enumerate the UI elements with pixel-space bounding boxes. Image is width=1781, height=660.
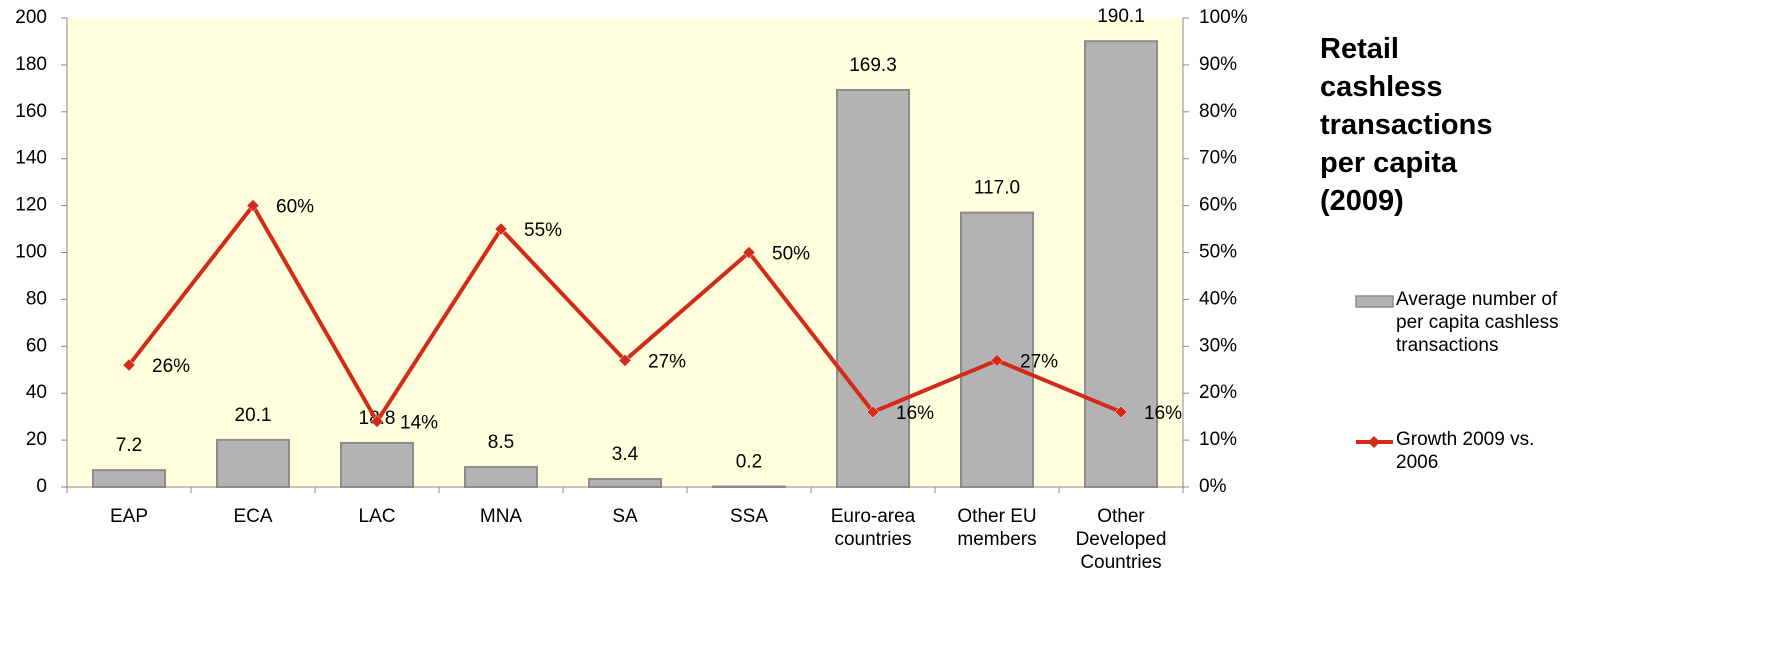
line-value-label: 26% bbox=[152, 356, 190, 377]
x-tick-label: MNA bbox=[479, 506, 523, 527]
bar-value-label: 8.5 bbox=[488, 432, 514, 453]
y2-tick-label: 100% bbox=[1199, 7, 1248, 28]
line-marker bbox=[122, 358, 136, 372]
x-tick-label: Euro-area countries bbox=[830, 506, 916, 550]
y-tick-label: 100 bbox=[15, 242, 47, 263]
y-tick-label: 140 bbox=[15, 148, 47, 169]
bar bbox=[340, 441, 414, 488]
y2-tick-label: 70% bbox=[1199, 148, 1237, 169]
y-tick-label: 200 bbox=[15, 7, 47, 28]
line-value-label: 27% bbox=[648, 351, 686, 372]
bar-value-label: 3.4 bbox=[612, 444, 639, 465]
bar-value-label: 169.3 bbox=[849, 55, 897, 76]
line-marker bbox=[1114, 405, 1128, 419]
y-tick-label: 20 bbox=[26, 429, 47, 450]
bar bbox=[836, 88, 910, 489]
y-tick-label: 60 bbox=[26, 335, 47, 356]
line-value-label: 16% bbox=[1144, 403, 1182, 424]
legend-label: Average number of per capita cashless tr… bbox=[1396, 289, 1559, 356]
chart-title: Retail cashless transactions per capita … bbox=[1320, 33, 1493, 217]
y-tick-label: 80 bbox=[26, 288, 47, 309]
line-marker bbox=[866, 405, 880, 419]
bar bbox=[588, 478, 662, 489]
line-value-label: 50% bbox=[772, 244, 810, 265]
y-tick-label: 180 bbox=[15, 54, 47, 75]
x-tick-label: SA bbox=[612, 506, 638, 527]
y2-tick-label: 50% bbox=[1199, 242, 1237, 263]
legend-marker bbox=[1368, 436, 1380, 448]
y2-tick-label: 20% bbox=[1199, 382, 1237, 403]
y-tick-label: 160 bbox=[15, 101, 47, 122]
line-marker bbox=[742, 246, 756, 259]
bar bbox=[92, 469, 166, 488]
line-value-label: 55% bbox=[524, 220, 562, 241]
y2-tick-label: 60% bbox=[1199, 195, 1237, 216]
x-tick-label: LAC bbox=[358, 506, 396, 527]
y-tick-label: 120 bbox=[15, 195, 47, 216]
x-tick-label: SSA bbox=[729, 506, 769, 527]
bar-value-label: 0.2 bbox=[736, 452, 762, 473]
y2-tick-label: 80% bbox=[1199, 101, 1237, 122]
y2-tick-label: 90% bbox=[1199, 54, 1237, 75]
x-tick-label: ECA bbox=[233, 506, 273, 527]
x-tick-label: Other EU members bbox=[957, 506, 1037, 550]
line-value-label: 16% bbox=[896, 403, 934, 424]
bar-value-label: 7.2 bbox=[116, 435, 142, 456]
line-value-label: 60% bbox=[276, 197, 314, 218]
line-value-label: 27% bbox=[1020, 351, 1058, 372]
x-tick-label: EAP bbox=[109, 506, 149, 527]
line-value-label: 14% bbox=[400, 412, 438, 433]
bar-value-label: 190.1 bbox=[1097, 6, 1145, 27]
line-marker bbox=[370, 414, 384, 428]
bar bbox=[216, 438, 290, 489]
y-tick-label: 40 bbox=[26, 382, 47, 403]
bar-value-label: 20.1 bbox=[235, 405, 272, 426]
bar-value-label: 117.0 bbox=[974, 178, 1020, 199]
line-marker bbox=[246, 199, 260, 212]
y2-tick-label: 10% bbox=[1199, 429, 1237, 450]
y2-tick-label: 40% bbox=[1199, 288, 1237, 309]
y2-tick-label: 0% bbox=[1199, 476, 1227, 497]
line-marker bbox=[990, 354, 1004, 367]
line-marker bbox=[494, 222, 508, 236]
bar bbox=[464, 466, 538, 489]
y2-tick-label: 30% bbox=[1199, 335, 1237, 356]
line-marker bbox=[618, 354, 632, 367]
legend-swatch bbox=[1355, 295, 1394, 308]
x-tick-label: Other Developed Countries bbox=[1075, 506, 1167, 573]
legend-label: Growth 2009 vs. 2006 bbox=[1396, 429, 1535, 473]
bar bbox=[960, 211, 1034, 488]
y-tick-label: 0 bbox=[36, 476, 47, 497]
